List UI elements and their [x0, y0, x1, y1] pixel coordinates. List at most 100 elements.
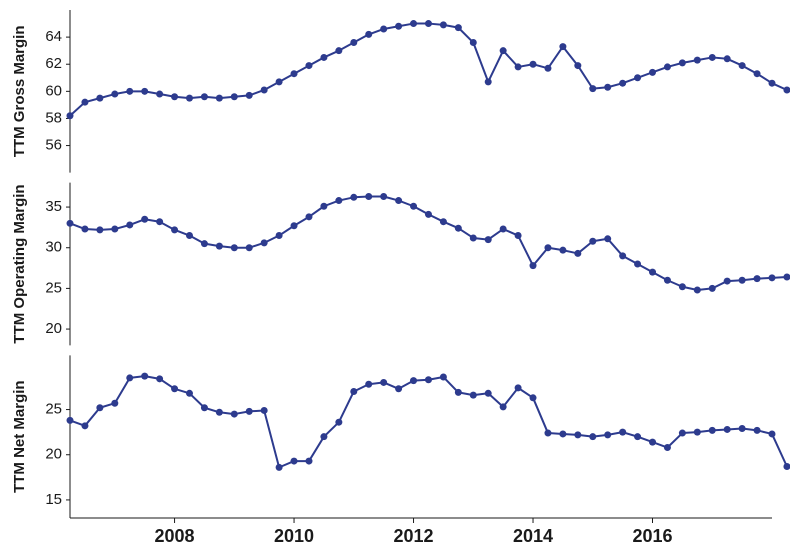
- marker-operating-45: [739, 277, 746, 284]
- marker-net-0: [67, 417, 74, 424]
- marker-gross-6: [156, 91, 163, 98]
- marker-operating-25: [440, 218, 447, 225]
- marker-gross-23: [410, 20, 417, 27]
- marker-operating-46: [754, 275, 761, 282]
- marker-gross-17: [320, 54, 327, 61]
- marker-net-37: [619, 429, 626, 436]
- marker-net-46: [754, 427, 761, 434]
- marker-net-47: [769, 430, 776, 437]
- marker-net-26: [455, 389, 462, 396]
- marker-net-3: [111, 400, 118, 407]
- marker-gross-40: [664, 63, 671, 70]
- marker-operating-7: [171, 226, 178, 233]
- marker-net-14: [276, 464, 283, 471]
- marker-net-29: [500, 403, 507, 410]
- marker-net-19: [350, 388, 357, 395]
- marker-net-44: [724, 426, 731, 433]
- marker-operating-0: [67, 220, 74, 227]
- marker-gross-13: [261, 86, 268, 93]
- marker-net-21: [380, 379, 387, 386]
- marker-operating-21: [380, 193, 387, 200]
- marker-operating-12: [246, 244, 253, 251]
- marker-gross-20: [365, 31, 372, 38]
- marker-net-28: [485, 390, 492, 397]
- marker-gross-33: [559, 43, 566, 50]
- marker-operating-23: [410, 203, 417, 210]
- marker-net-17: [320, 433, 327, 440]
- marker-gross-14: [276, 78, 283, 85]
- chart-background: [0, 0, 790, 558]
- marker-operating-36: [604, 235, 611, 242]
- marker-operating-39: [649, 269, 656, 276]
- marker-gross-10: [216, 95, 223, 102]
- marker-gross-1: [81, 99, 88, 106]
- marker-net-33: [559, 430, 566, 437]
- marker-gross-42: [694, 57, 701, 64]
- ylabel-gross: TTM Gross Margin: [11, 25, 28, 157]
- marker-net-8: [186, 390, 193, 397]
- marker-net-35: [589, 433, 596, 440]
- marker-operating-16: [305, 213, 312, 220]
- marker-operating-22: [395, 197, 402, 204]
- marker-gross-12: [246, 92, 253, 99]
- marker-gross-7: [171, 93, 178, 100]
- ytick-label-net-1: 20: [45, 446, 62, 463]
- marker-net-12: [246, 408, 253, 415]
- xtick-label-4: 2016: [632, 526, 672, 546]
- ylabel-net: TTM Net Margin: [11, 380, 28, 493]
- marker-net-13: [261, 407, 268, 414]
- marker-operating-2: [96, 226, 103, 233]
- marker-operating-5: [141, 216, 148, 223]
- marker-net-5: [141, 373, 148, 380]
- marker-gross-24: [425, 20, 432, 27]
- ylabel-operating: TTM Operating Margin: [11, 184, 28, 343]
- ytick-label-net-2: 25: [45, 401, 62, 418]
- marker-gross-34: [574, 62, 581, 69]
- marker-gross-11: [231, 93, 238, 100]
- marker-gross-39: [649, 69, 656, 76]
- marker-gross-28: [485, 78, 492, 85]
- marker-gross-15: [291, 70, 298, 77]
- marker-operating-37: [619, 252, 626, 259]
- marker-gross-18: [335, 47, 342, 54]
- marker-net-1: [81, 422, 88, 429]
- marker-operating-6: [156, 218, 163, 225]
- marker-operating-27: [470, 234, 477, 241]
- marker-gross-16: [305, 62, 312, 69]
- marker-net-6: [156, 375, 163, 382]
- marker-operating-42: [694, 287, 701, 294]
- xtick-label-2: 2012: [394, 526, 434, 546]
- marker-net-18: [335, 419, 342, 426]
- marker-operating-1: [81, 226, 88, 233]
- marker-net-4: [126, 374, 133, 381]
- marker-operating-41: [679, 283, 686, 290]
- marker-gross-8: [186, 95, 193, 102]
- ytick-label-gross-0: 56: [45, 137, 62, 154]
- marker-gross-47: [769, 80, 776, 87]
- marker-operating-47: [769, 274, 776, 281]
- chart-svg: 5658606264TTM Gross Margin20253035TTM Op…: [0, 0, 790, 558]
- ytick-label-operating-0: 20: [45, 320, 62, 337]
- marker-operating-18: [335, 197, 342, 204]
- marker-operating-17: [320, 203, 327, 210]
- marker-net-41: [679, 430, 686, 437]
- marker-net-31: [530, 394, 537, 401]
- marker-operating-32: [544, 244, 551, 251]
- marker-net-2: [96, 404, 103, 411]
- ytick-label-gross-1: 58: [45, 109, 62, 126]
- marker-gross-44: [724, 55, 731, 62]
- marker-operating-28: [485, 236, 492, 243]
- marker-operating-11: [231, 244, 238, 251]
- marker-operating-13: [261, 239, 268, 246]
- xtick-label-0: 2008: [155, 526, 195, 546]
- marker-gross-3: [111, 91, 118, 98]
- marker-operating-14: [276, 232, 283, 239]
- marker-net-20: [365, 381, 372, 388]
- ytick-label-operating-2: 30: [45, 239, 62, 256]
- marker-operating-4: [126, 221, 133, 228]
- marker-net-9: [201, 404, 208, 411]
- marker-net-34: [574, 431, 581, 438]
- marker-gross-22: [395, 23, 402, 30]
- xtick-label-3: 2014: [513, 526, 553, 546]
- marker-operating-10: [216, 243, 223, 250]
